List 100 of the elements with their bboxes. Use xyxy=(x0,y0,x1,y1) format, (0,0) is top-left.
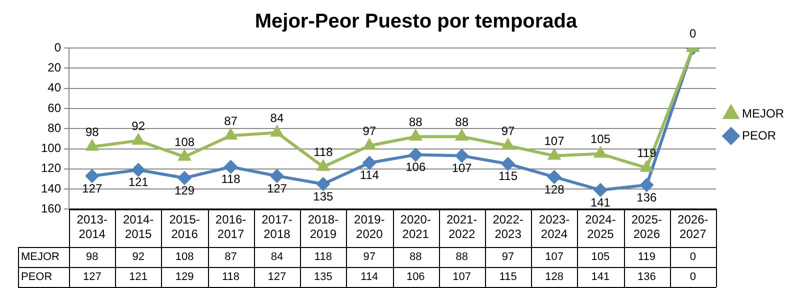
data-label: 97 xyxy=(502,251,514,264)
y-tick-label: 120 xyxy=(40,161,62,176)
point xyxy=(132,134,144,145)
annotation: 135 xyxy=(313,189,334,204)
x-tick-label: 2021-2022 xyxy=(446,212,478,242)
data-label: 119 xyxy=(638,251,656,264)
x-tick-label: 2015-2016 xyxy=(169,212,200,242)
annotation: 141 xyxy=(590,195,611,210)
data-label: 107 xyxy=(452,271,472,284)
annotation: 107 xyxy=(544,134,565,148)
point xyxy=(178,150,190,161)
data-label: 97 xyxy=(363,251,376,264)
point xyxy=(502,157,515,170)
data-label: 128 xyxy=(545,271,564,284)
data-label: 92 xyxy=(132,251,144,264)
x-tick-label: 2013-2014 xyxy=(76,212,108,242)
annotation: 118 xyxy=(221,172,241,186)
y-tick-label: 140 xyxy=(40,181,62,196)
point xyxy=(548,149,560,160)
data-label: 87 xyxy=(224,251,237,264)
annotation: 98 xyxy=(85,125,100,140)
data-label: 0 xyxy=(690,271,696,284)
point xyxy=(364,139,376,150)
y-tick-label: 60 xyxy=(48,100,62,115)
point xyxy=(640,161,653,172)
point xyxy=(640,178,654,192)
annotation: 118 xyxy=(314,145,334,160)
annotation: 114 xyxy=(360,168,380,182)
x-tick-label: 2014-2015 xyxy=(122,212,154,242)
data-label: 121 xyxy=(129,271,148,284)
annotation: 84 xyxy=(270,110,284,125)
annotation: 107 xyxy=(452,161,472,176)
point xyxy=(362,156,376,170)
data-label: 118 xyxy=(222,271,240,284)
annotation: 108 xyxy=(174,135,195,150)
y-tick-label: 40 xyxy=(48,80,62,95)
x-tick-label: 2023-2024 xyxy=(538,212,570,242)
text: MEJOR xyxy=(21,251,60,264)
data-label: 108 xyxy=(175,251,194,264)
text: PEOR xyxy=(21,271,52,284)
legend-label: PEOR xyxy=(742,128,776,142)
annotation: 87 xyxy=(224,114,238,128)
point xyxy=(456,130,468,141)
annotation: 129 xyxy=(174,183,195,198)
point xyxy=(316,178,330,191)
annotation: 97 xyxy=(501,124,516,138)
annotation: 88 xyxy=(408,114,423,129)
point xyxy=(455,149,468,162)
data-label: 107 xyxy=(545,251,564,264)
annotation: 127 xyxy=(266,181,288,196)
point xyxy=(594,184,607,197)
y-tick-label: 0 xyxy=(54,40,62,54)
point xyxy=(548,170,561,184)
annotation: 121 xyxy=(128,175,149,190)
data-label: 129 xyxy=(175,271,194,284)
point xyxy=(86,140,98,151)
data-label: 114 xyxy=(360,271,378,284)
data-label: 105 xyxy=(591,251,610,264)
data-label: 98 xyxy=(86,251,98,264)
annotation: 136 xyxy=(636,190,658,204)
x-tick-label: 2018-2019 xyxy=(308,212,339,242)
y-tick-label: 20 xyxy=(48,60,62,74)
x-tick-label: 2017-2018 xyxy=(262,212,292,242)
point xyxy=(271,126,283,137)
point xyxy=(86,169,99,182)
data-label: 127 xyxy=(268,271,286,284)
point xyxy=(502,139,514,150)
chart-title: Mejor-Peor Puesto por temporada xyxy=(254,10,578,33)
data-label: 141 xyxy=(591,271,610,284)
x-tick-label: 2025-2026 xyxy=(631,212,662,242)
data-label: 88 xyxy=(456,251,468,264)
data-label: 118 xyxy=(314,251,332,264)
annotation: 105 xyxy=(590,132,611,146)
annotation: 88 xyxy=(455,114,469,129)
point xyxy=(594,147,606,158)
point xyxy=(132,163,145,176)
x-tick-label: 2019-2020 xyxy=(354,212,385,242)
point xyxy=(410,130,422,141)
data-label: 84 xyxy=(270,251,284,264)
point xyxy=(409,148,422,162)
annotation: 0 xyxy=(690,26,697,40)
annotation: 128 xyxy=(544,182,565,196)
x-tick-label: 2024-2025 xyxy=(585,212,616,242)
x-tick-label: 2016-2017 xyxy=(215,212,246,242)
y-tick-label: 100 xyxy=(40,141,62,156)
x-tick-label: 2026-2027 xyxy=(678,212,708,242)
y-tick-label: 80 xyxy=(48,120,62,135)
data-label: 115 xyxy=(499,271,517,284)
annotation: 106 xyxy=(406,160,426,174)
legend-label: MEJOR xyxy=(742,106,784,120)
x-tick-label: 2022-2023 xyxy=(492,212,524,242)
point xyxy=(178,171,192,184)
annotation: 97 xyxy=(362,124,376,138)
point xyxy=(270,169,284,182)
data-label: 135 xyxy=(314,271,332,284)
data-label: 0 xyxy=(690,251,696,264)
data-label: 136 xyxy=(638,271,656,284)
annotation: 115 xyxy=(498,169,518,184)
point xyxy=(224,129,237,140)
y-tick-label: 160 xyxy=(40,202,62,216)
